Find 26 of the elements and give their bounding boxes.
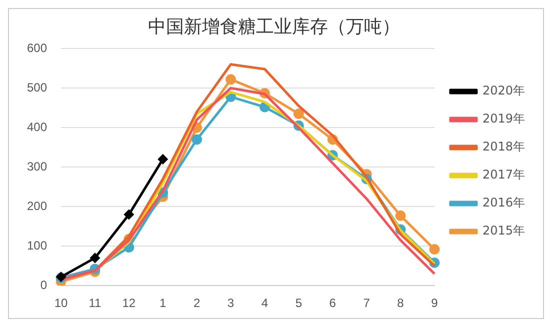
legend-label: 2015年 [482,224,526,238]
y-tick-label: 500 [26,80,48,94]
y-tick-label: 0 [40,278,48,292]
y-tick-label: 300 [26,159,48,174]
x-tick-label: 11 [88,296,102,310]
y-tick-label: 400 [26,120,48,134]
x-tick-label: 4 [261,296,268,310]
x-tick-label: 12 [122,296,136,310]
x-tick-label: 10 [54,296,68,310]
y-tick-label: 600 [26,40,48,55]
x-tick-label: 7 [363,296,370,310]
x-tick-label: 9 [431,296,438,310]
y-tick-label: 200 [26,198,48,213]
x-tick-label: 5 [295,296,302,310]
legend-label: 2019年 [482,112,526,126]
x-tick-label: 8 [397,296,404,310]
y-tick-label: 100 [26,238,48,252]
chart-title: 中国新增食糖工业库存（万吨） [148,16,400,38]
legend-label: 2017年 [482,168,526,182]
x-tick-label: 2 [193,296,200,310]
legend-label: 2016年 [482,196,526,210]
x-tick-label: 6 [329,296,336,310]
legend-label: 2018年 [482,140,526,154]
x-tick-label: 1 [160,296,167,310]
legend-label: 2020年 [482,84,526,98]
x-tick-label: 3 [227,296,234,310]
